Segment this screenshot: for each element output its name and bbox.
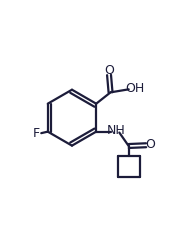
Text: OH: OH [125,82,145,95]
Text: O: O [104,64,114,77]
Text: NH: NH [107,124,126,137]
Text: F: F [33,127,40,140]
Text: O: O [145,138,155,151]
